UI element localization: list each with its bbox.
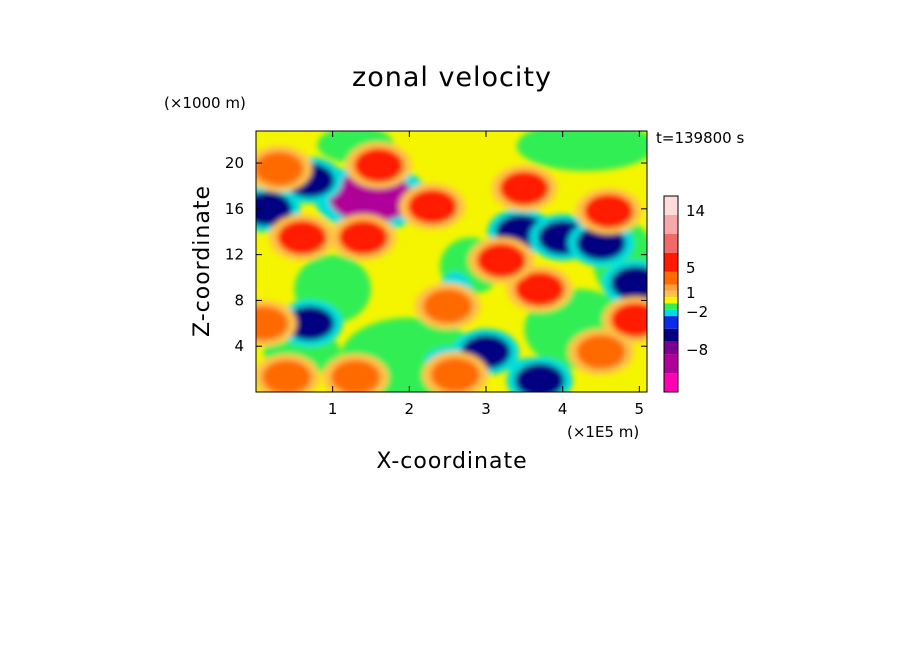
y-tick-label: 20: [225, 154, 244, 172]
field-region: [516, 131, 647, 172]
field-feature: [285, 306, 335, 341]
colorbar-swatch: [664, 341, 678, 355]
field-feature: [256, 191, 293, 227]
colorbar-swatch: [664, 271, 678, 285]
x-tick-label: 2: [405, 400, 415, 418]
colorbar-frame: [663, 195, 679, 393]
field-feature: [576, 226, 626, 261]
field-feature: [584, 193, 634, 229]
colorbar-tick-label: 14: [686, 202, 705, 220]
y-axis-label: Z-coordinate: [190, 185, 215, 337]
field-feature: [430, 357, 480, 392]
field-feature: [256, 306, 289, 341]
x-tick-label: 1: [328, 400, 338, 418]
field-feature: [515, 271, 565, 307]
colorbar-swatch: [664, 252, 678, 272]
colorbar-swatch: [664, 309, 678, 317]
field-feature: [423, 288, 473, 324]
x-tick-label: 3: [481, 400, 491, 418]
x-tick-label: 5: [635, 400, 645, 418]
colorbar-tick-label: 5: [686, 259, 696, 277]
field-feature: [331, 359, 381, 392]
colorbar-tick-label: −2: [686, 303, 708, 321]
x-axis-unit: (×1E5 m): [567, 423, 639, 441]
field-feature: [354, 148, 404, 183]
colorbar-swatch: [664, 297, 678, 304]
colorbar-swatch: [664, 316, 678, 329]
field-feature: [499, 171, 549, 206]
colorbar-swatch: [664, 303, 678, 310]
field-feature: [256, 151, 304, 186]
y-axis-ticks: 4 8 12 16 20: [225, 154, 647, 355]
colorbar-tick-label: 1: [686, 284, 696, 302]
field-feature: [476, 243, 526, 278]
colorbar-swatch: [664, 214, 678, 234]
field-feature: [610, 302, 647, 338]
x-axis-label: X-coordinate: [376, 449, 527, 474]
colorbar-swatch: [664, 196, 678, 215]
y-tick-label: 8: [234, 291, 244, 309]
field-feature: [515, 363, 565, 392]
y-tick-label: 4: [234, 337, 244, 355]
field-feature-core: [349, 186, 393, 209]
colorbar-swatch: [664, 328, 678, 342]
colorbar-swatch: [664, 354, 678, 374]
field-feature: [610, 266, 647, 301]
field-feature: [407, 189, 457, 224]
x-axis-ticks: 1 2 3 4 5: [328, 131, 644, 418]
colorbar-swatch: [664, 290, 678, 298]
field-feature: [262, 359, 312, 392]
field-feature: [576, 334, 626, 370]
y-tick-label: 12: [225, 246, 244, 264]
x-tick-label: 4: [558, 400, 568, 418]
y-axis-unit: (×1000 m): [164, 94, 246, 112]
time-label: t=139800 s: [656, 129, 744, 147]
contour-field: [256, 131, 647, 392]
y-tick-label: 16: [225, 200, 244, 218]
plot-frame: [255, 130, 648, 393]
field-feature: [338, 220, 388, 255]
colorbar: 14 5 1−2 −8: [663, 195, 708, 393]
colorbar-swatch: [664, 233, 678, 253]
colorbar-swatch: [664, 373, 678, 392]
contour-plot-area: [256, 131, 647, 392]
field-feature: [277, 220, 327, 255]
colorbar-tick-label: −8: [686, 341, 708, 359]
chart-title: zonal velocity: [352, 62, 552, 93]
colorbar-swatch: [664, 284, 678, 291]
